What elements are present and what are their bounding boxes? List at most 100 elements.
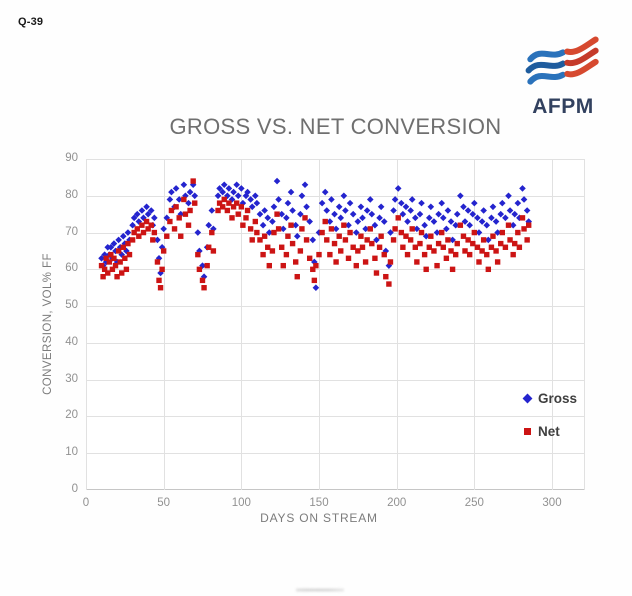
net-point (331, 240, 338, 247)
gross-point (321, 188, 329, 196)
net-point (347, 229, 353, 236)
gross-point (303, 203, 310, 211)
net-point (283, 251, 290, 258)
net-point (160, 248, 167, 254)
net-point (139, 222, 145, 228)
net-point (392, 226, 398, 232)
net-point (412, 244, 419, 250)
x-tick-label: 0 (82, 497, 90, 509)
gross-point (311, 258, 318, 266)
net-point (108, 251, 114, 258)
net-point (168, 207, 175, 214)
net-point (120, 244, 126, 250)
gross-point (497, 210, 505, 218)
net-point (474, 244, 481, 250)
gross-point (157, 269, 164, 277)
gross-point (261, 207, 268, 214)
gross-point (514, 199, 522, 207)
gross-point (492, 218, 500, 225)
net-point (143, 218, 150, 225)
gross-point (404, 218, 411, 225)
net-point (195, 251, 201, 258)
gross-point (283, 214, 290, 222)
gross-point (335, 203, 343, 211)
chart-title: GROSS VS. NET CONVERSION (169, 114, 502, 139)
x-tick-label: 250 (464, 497, 484, 509)
gross-point (430, 218, 438, 225)
gross-point (380, 218, 388, 225)
net-point (440, 244, 446, 250)
gross-point (312, 284, 320, 292)
net-point (324, 237, 330, 243)
net-point (190, 178, 196, 184)
net-point (109, 266, 116, 273)
net-point (111, 255, 117, 261)
net-point (516, 244, 523, 250)
net-point (240, 222, 246, 228)
gross-point (412, 214, 419, 222)
net-point (156, 277, 162, 284)
y-tick-label: 40 (65, 335, 78, 348)
gross-point (191, 192, 199, 200)
net-point (136, 233, 142, 239)
net-point (123, 266, 130, 273)
net-point (257, 237, 263, 243)
gross-point (298, 192, 306, 200)
net-point (493, 248, 499, 254)
gross-point (138, 207, 146, 214)
net-point (260, 251, 266, 258)
legend-item-net: Net (524, 421, 577, 441)
footer-artifact (296, 587, 344, 593)
chart-legend: Gross Net (522, 388, 577, 454)
net-point (460, 233, 467, 239)
y-tick-label: 20 (65, 409, 78, 422)
question-tag: Q-39 (18, 16, 44, 28)
net-point (341, 222, 347, 228)
net-point (103, 255, 109, 261)
gross-point (357, 203, 365, 211)
gross-point (408, 196, 416, 203)
gross-point (488, 214, 495, 222)
net-point (176, 215, 182, 221)
net-point (313, 262, 319, 269)
gross-point (306, 218, 313, 225)
gross-point (326, 218, 334, 225)
net-point (285, 233, 291, 239)
gross-point (143, 203, 150, 211)
net-point (119, 270, 125, 276)
net-point (266, 262, 272, 269)
gross-point (480, 207, 487, 214)
legend-item-gross: Gross (522, 388, 577, 408)
gross-point (214, 192, 222, 200)
net-point (510, 251, 516, 258)
net-point (244, 207, 251, 214)
net-point (274, 211, 280, 217)
gross-point (461, 218, 469, 225)
gross-point (519, 185, 526, 192)
net-point (423, 266, 429, 273)
net-point (336, 233, 342, 239)
gross-point (278, 210, 286, 218)
net-point (485, 266, 492, 273)
net-point (299, 226, 305, 232)
net-point (378, 233, 384, 239)
gross-point (498, 199, 506, 207)
net-point (249, 237, 255, 243)
net-point (417, 240, 423, 247)
gross-point (425, 214, 433, 222)
net-point (311, 277, 318, 284)
gross-point (390, 207, 397, 214)
gross-point (394, 185, 402, 192)
net-point (233, 200, 240, 206)
net-point (462, 248, 468, 254)
net-point (507, 237, 513, 243)
net-point (505, 222, 512, 228)
net-point (383, 273, 389, 280)
net-point (235, 211, 241, 217)
net-point (288, 222, 294, 228)
net-point (243, 215, 249, 221)
net-point (367, 226, 373, 232)
gross-point (337, 214, 345, 222)
scatter-plot (86, 159, 585, 490)
gross-point (238, 185, 245, 192)
